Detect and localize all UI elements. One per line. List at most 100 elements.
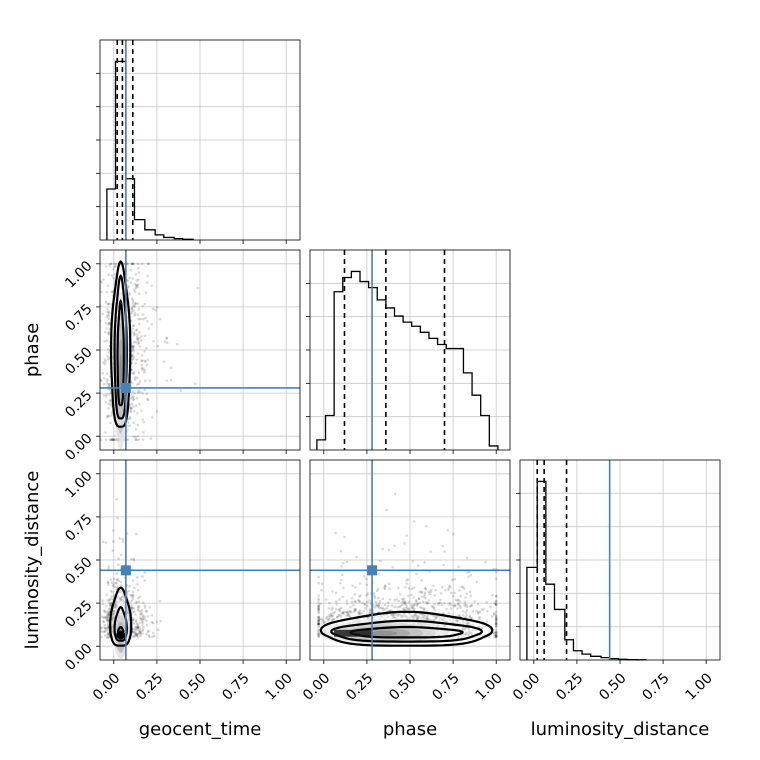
sample-point	[403, 542, 406, 545]
sample-point	[494, 624, 498, 628]
sample-point	[494, 622, 498, 625]
sample-point	[383, 607, 387, 611]
sample-point	[405, 534, 409, 537]
sample-point	[426, 601, 430, 605]
sample-point	[126, 610, 129, 613]
sample-point	[135, 383, 139, 386]
sample-point	[114, 264, 117, 268]
sample-point	[383, 584, 387, 587]
sample-point	[317, 622, 320, 626]
sample-point	[107, 402, 110, 405]
sample-point	[494, 620, 498, 624]
sample-point	[329, 612, 333, 616]
sample-point	[442, 601, 446, 605]
sample-point	[360, 611, 363, 615]
sample-point	[142, 420, 146, 424]
sample-point	[130, 307, 134, 310]
sample-point	[317, 621, 320, 624]
sample-point	[134, 632, 137, 636]
sample-point	[341, 611, 345, 615]
sample-point	[147, 327, 151, 331]
sample-point	[432, 606, 435, 610]
sample-point	[114, 262, 118, 266]
sample-point	[149, 437, 153, 440]
sample-point	[407, 607, 410, 611]
sample-point	[419, 605, 422, 609]
sample-point	[106, 414, 110, 417]
sample-point	[131, 304, 134, 307]
sample-point	[134, 628, 137, 632]
sample-point	[144, 291, 148, 294]
sample-point	[136, 313, 139, 316]
sample-point	[132, 421, 135, 425]
sample-point	[131, 593, 134, 597]
sample-point	[494, 631, 498, 635]
sample-point	[424, 524, 428, 528]
sample-point	[110, 597, 114, 601]
sample-point	[102, 394, 106, 397]
sample-point	[136, 626, 140, 630]
sample-point	[93, 411, 96, 414]
sample-point	[132, 340, 136, 344]
sample-point	[145, 623, 149, 627]
sample-point	[175, 342, 179, 346]
sample-point	[119, 598, 123, 602]
sample-point	[117, 563, 120, 566]
sample-point	[135, 279, 138, 282]
sample-point	[136, 626, 140, 629]
sample-point	[106, 355, 109, 358]
sample-point	[354, 585, 357, 589]
sample-point	[131, 596, 135, 599]
sample-point	[455, 619, 458, 623]
sample-point	[426, 617, 429, 621]
sample-point	[358, 595, 361, 598]
sample-point	[402, 597, 406, 601]
sample-point	[345, 610, 348, 614]
sample-point	[109, 403, 112, 407]
sample-point	[411, 606, 415, 610]
sample-point	[484, 560, 487, 564]
sample-point	[412, 615, 415, 618]
sample-point	[372, 615, 376, 619]
sample-point	[131, 598, 134, 601]
sample-point	[461, 613, 465, 617]
sample-point	[138, 629, 142, 632]
sample-point	[87, 302, 90, 305]
sample-point	[122, 601, 126, 604]
sample-point	[494, 635, 498, 639]
sample-point	[387, 582, 391, 586]
sample-point	[445, 607, 448, 611]
sample-point	[143, 368, 146, 372]
sample-point	[107, 383, 111, 386]
sample-point	[109, 262, 113, 266]
sample-point	[342, 612, 345, 615]
sample-point	[453, 591, 456, 595]
sample-point	[127, 285, 130, 288]
sample-point	[108, 382, 111, 386]
sample-point	[428, 592, 432, 596]
sample-point	[138, 631, 142, 635]
sample-point	[368, 599, 371, 602]
sample-point	[148, 635, 152, 639]
sample-point	[387, 548, 391, 552]
sample-point	[132, 355, 136, 359]
sample-point	[128, 424, 132, 427]
sample-point	[108, 302, 111, 306]
y-tick-label-luminosity_distance: 1.00	[62, 468, 95, 501]
sample-point	[429, 550, 433, 553]
sample-point	[403, 612, 406, 615]
sample-point	[108, 604, 112, 607]
sample-point	[144, 609, 148, 613]
sample-point	[317, 619, 320, 623]
sample-point	[399, 604, 402, 608]
sample-point	[437, 601, 441, 605]
sample-point	[402, 615, 405, 618]
sample-point	[422, 616, 426, 619]
sample-point	[129, 406, 133, 410]
sample-point	[130, 262, 134, 266]
sample-point	[106, 625, 109, 628]
sample-point	[377, 572, 381, 576]
sample-point	[368, 611, 372, 615]
sample-point	[132, 372, 136, 376]
sample-point	[398, 593, 402, 596]
